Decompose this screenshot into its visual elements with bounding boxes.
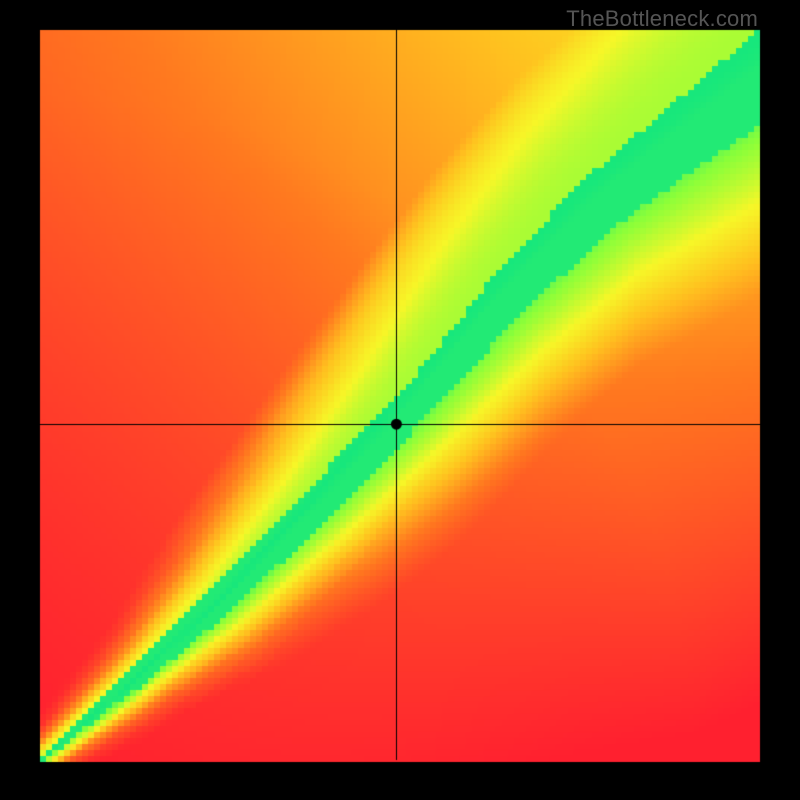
bottleneck-heatmap-canvas <box>0 0 800 800</box>
chart-root: TheBottleneck.com <box>0 0 800 800</box>
watermark-text: TheBottleneck.com <box>566 6 758 32</box>
